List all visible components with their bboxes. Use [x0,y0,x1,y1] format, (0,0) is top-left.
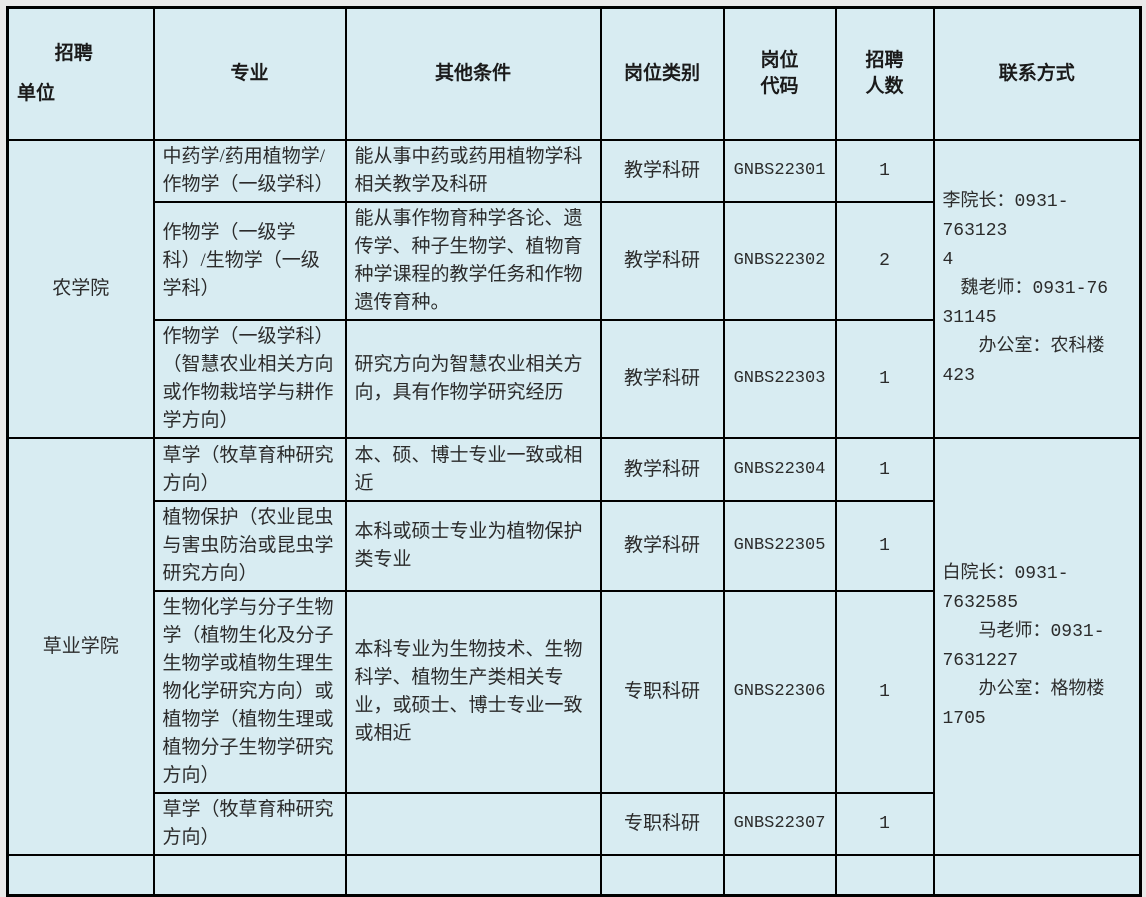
cell-partial-contact [932,854,1142,896]
cell-partial-major [152,854,347,896]
header-unit-line1: 招聘 [54,43,93,64]
table-header-row: 招聘 单位 专业 其他条件 岗位类别 岗位 代码 招聘 人数 联系方式 [6,6,1142,141]
cell-unit-grassland: 草业学院 [6,437,155,856]
recruitment-table: 招聘 单位 专业 其他条件 岗位类别 岗位 代码 招聘 人数 联系方式 农学院 … [6,6,1142,897]
cell-other-7 [344,792,602,856]
cell-count-7: 1 [834,792,935,856]
cell-partial-count [834,854,935,896]
cell-category-1: 教学科研 [599,139,725,203]
header-cell-count: 招聘 人数 [834,6,935,141]
cell-other-2: 能从事作物育种学各论、遗传学、种子生物学、植物育种学课程的教学任务和作物遗传育种… [344,201,602,321]
cell-category-3: 教学科研 [599,319,725,439]
cell-partial-unit [6,854,155,896]
cell-code-1: GNBS22301 [722,139,837,203]
cell-code-5: GNBS22305 [722,500,837,592]
cell-other-6: 本科专业为生物技术、生物科学、植物生产类相关专业，或硕士、博士专业一致或相近 [344,590,602,794]
cell-count-3: 1 [834,319,935,439]
cell-code-3: GNBS22303 [722,319,837,439]
header-cell-unit: 招聘 单位 [6,6,155,141]
header-unit-line2: 单位 [17,83,56,104]
cell-partial-category [599,854,725,896]
cell-major-4: 草学（牧草育种研究方向） [152,437,347,502]
cell-major-6: 生物化学与分子生物学（植物生化及分子生物学或植物生理生物化学研究方向）或植物学（… [152,590,347,794]
cell-code-6: GNBS22306 [722,590,837,794]
cell-code-4: GNBS22304 [722,437,837,502]
cell-count-1: 1 [834,139,935,203]
cell-count-4: 1 [834,437,935,502]
header-cell-category: 岗位类别 [599,6,725,141]
cell-major-1: 中药学/药用植物学/作物学（一级学科） [152,139,347,203]
cell-category-2: 教学科研 [599,201,725,321]
cell-other-1: 能从事中药或药用植物学科相关教学及科研 [344,139,602,203]
cell-other-5: 本科或硕士专业为植物保护类专业 [344,500,602,592]
cell-code-7: GNBS22307 [722,792,837,856]
cell-major-3: 作物学（一级学科）（智慧农业相关方向或作物栽培学与耕作学方向） [152,319,347,439]
cell-other-4: 本、硕、博士专业一致或相近 [344,437,602,502]
table-row: 作物学（一级学科）（智慧农业相关方向或作物栽培学与耕作学方向） 研究方向为智慧农… [8,319,1141,439]
cell-category-5: 教学科研 [599,500,725,592]
table-row: 生物化学与分子生物学（植物生化及分子生物学或植物生理生物化学研究方向）或植物学（… [8,590,1141,794]
cell-major-5: 植物保护（农业昆虫与害虫防治或昆虫学研究方向） [152,500,347,592]
header-unit-wrap: 招聘 单位 [13,41,149,107]
cell-count-5: 1 [834,500,935,592]
header-cell-contact: 联系方式 [932,6,1142,141]
cell-major-2: 作物学（一级学科）/生物学（一级学科） [152,201,347,321]
cell-category-6: 专职科研 [599,590,725,794]
header-cell-code: 岗位 代码 [722,6,837,141]
cell-count-6: 1 [834,590,935,794]
cell-category-7: 专职科研 [599,792,725,856]
cell-contact-grassland: 白院长：0931- 7632585 马老师：0931- 7631227 办公室：… [932,437,1142,856]
table-row: 草业学院 草学（牧草育种研究方向） 本、硕、博士专业一致或相近 教学科研 GNB… [6,437,1142,856]
cell-unit-agriculture: 农学院 [6,139,155,439]
cell-contact-agriculture: 李院长：0931-763123 4 魏老师：0931-76 31145 办公室：… [932,139,1142,439]
header-cell-other-conditions: 其他条件 [344,6,602,141]
cell-other-3: 研究方向为智慧农业相关方向，具有作物学研究经历 [344,319,602,439]
cell-count-2: 2 [834,201,935,321]
cell-major-7: 草学（牧草育种研究方向） [152,792,347,856]
cell-category-4: 教学科研 [599,437,725,502]
cell-partial-code [722,854,837,896]
cell-partial-other [344,854,602,896]
table-row: 农学院 中药学/药用植物学/作物学（一级学科） 能从事中药或药用植物学科相关教学… [6,139,1142,439]
page: { "page": { "background_color": "#e9e9e9… [6,6,1142,897]
table-row-partial [6,854,1142,896]
cell-code-2: GNBS22302 [722,201,837,321]
table-row: 植物保护（农业昆虫与害虫防治或昆虫学研究方向） 本科或硕士专业为植物保护类专业 … [8,500,1141,592]
header-cell-major: 专业 [152,6,347,141]
table-row: 作物学（一级学科）/生物学（一级学科） 能从事作物育种学各论、遗传学、种子生物学… [8,201,1141,321]
